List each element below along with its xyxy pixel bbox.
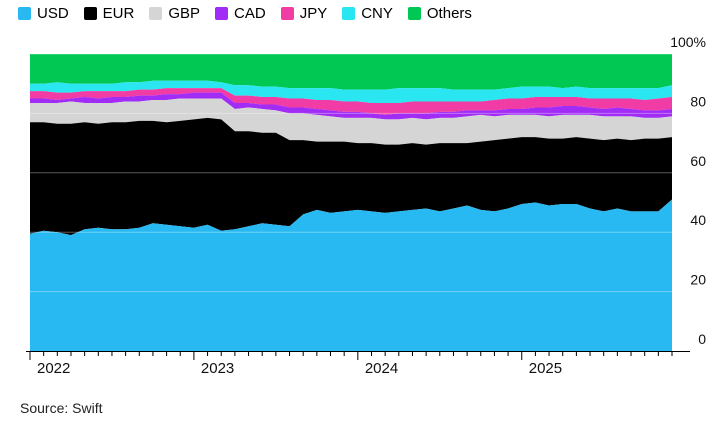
legend-swatch <box>149 6 163 20</box>
y-tick-label: 80 <box>690 93 706 109</box>
x-tick-label: 2022 <box>37 360 70 377</box>
legend-swatch <box>280 6 294 20</box>
legend-swatch <box>342 6 356 20</box>
legend-item-gbp: GBP <box>149 5 200 22</box>
area-gbp <box>30 98 672 145</box>
legend-swatch <box>18 6 31 20</box>
legend-item-cad: CAD <box>215 5 266 22</box>
legend-label: CNY <box>361 4 393 22</box>
area-usd <box>30 199 672 351</box>
legend-swatch <box>215 6 229 20</box>
source-note: Source: Swift <box>20 400 103 416</box>
legend-label: Others <box>426 4 472 22</box>
legend-item-cny: CNY <box>342 5 393 22</box>
legend-label: USD <box>37 4 69 22</box>
area-others <box>30 54 672 90</box>
legend-label: EUR <box>102 4 135 22</box>
y-tick-label: 40 <box>690 212 706 228</box>
legend-swatch <box>83 6 97 20</box>
y-tick-label: 0 <box>698 331 706 347</box>
area-jpy <box>30 88 672 115</box>
chart-legend: USD EUR GBP CAD JPY CNY Others <box>18 3 487 23</box>
y-tick-label: 100% <box>670 34 706 50</box>
legend-label: GBP <box>168 4 201 22</box>
y-tick-label: 20 <box>690 272 706 288</box>
legend-swatch <box>407 6 421 20</box>
area-cad <box>30 92 672 120</box>
x-tick-label: 2023 <box>201 360 234 377</box>
area-cny <box>30 80 672 104</box>
legend-item-eur: EUR <box>83 4 135 22</box>
y-tick-label: 60 <box>690 153 706 169</box>
legend-item-jpy: JPY <box>280 4 328 22</box>
legend-item-others: Others <box>407 4 472 22</box>
x-tick-label: 2025 <box>529 360 562 377</box>
legend-label: JPY <box>299 4 328 22</box>
legend-label: CAD <box>234 4 266 22</box>
area-eur <box>30 117 672 236</box>
x-tick-label: 2024 <box>365 360 398 377</box>
legend-item-usd: USD <box>18 5 69 22</box>
